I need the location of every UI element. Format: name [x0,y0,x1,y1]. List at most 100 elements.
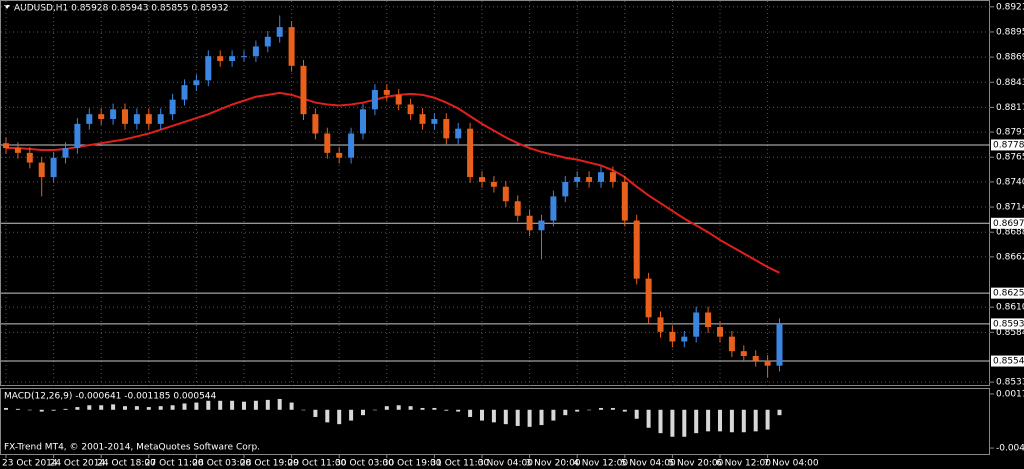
macd-bar [182,403,187,410]
macd-bar [765,409,770,430]
candle-body [562,181,569,197]
candle-body [276,27,283,37]
x-tick-label: 6 Nov 12:00 [716,459,771,469]
macd-bar [361,409,365,416]
macd-bar [670,409,675,437]
macd-bar [622,409,627,412]
x-tick-label: 30 Oct 19:00 [383,459,442,469]
macd-bar [741,409,746,433]
candle-body [264,36,271,47]
candle-body [252,46,259,57]
y-tick-label: 0.88690 [996,53,1024,63]
x-tick-label: 29 Oct 11:00 [288,459,347,469]
candle-body [752,356,759,361]
x-tick-label: 7 Nov 04:00 [764,459,819,469]
candle-body [241,56,247,58]
candle-body [181,85,188,100]
footer: FX-Trend MT4, © 2001-2014, MetaQuotes So… [4,443,260,453]
candle-body [431,119,438,124]
x-tick-label: 24 Oct 2014 [50,459,106,469]
y-tick-label: 0.87915 [996,128,1024,138]
macd-bar [230,400,235,410]
candle-body [383,89,390,95]
y-tick-label: 0.87400 [996,177,1024,187]
candle-body [38,162,45,178]
macd-bar [480,409,484,421]
y-tick-label: 0.87655 [996,153,1024,163]
candle-body [502,186,509,202]
candle-body [443,119,450,139]
macd-bar [325,409,330,423]
x-tick-label: 3 Nov 20:00 [526,459,581,469]
candle-body [217,56,224,61]
moving-average [6,91,780,274]
macd-bar [123,406,127,410]
candle-body [479,177,485,182]
y-tick-label: 0.89210 [996,2,1024,12]
macd-bar [313,409,318,417]
macd-bar [646,409,651,428]
y-tick-label: 0.88430 [996,78,1024,88]
macd-bar [610,407,615,410]
x-tick-label: 27 Oct 11:00 [145,459,204,469]
y-tick-label: 0.86105 [996,303,1024,313]
x-tick-label: 31 Oct 11:00 [430,459,489,469]
macd-bar [432,407,437,410]
candle-body [728,336,735,352]
macd-bar [408,406,413,410]
macd-bar [265,399,270,410]
level-label: 0.8625 [993,289,1024,299]
candle-body [526,215,533,231]
candle-body [550,196,557,221]
macd-bar [575,409,580,412]
macd-bar [349,409,354,421]
y-tick-label: 0.85845 [996,328,1024,338]
macd-bar [372,409,377,411]
candle-body [705,312,712,327]
x-tick-label: 5 Nov 20:00 [668,459,723,469]
macd-bar [134,406,139,410]
macd-bar [158,406,163,410]
macd-bar [384,406,389,410]
macd-bar [194,402,199,410]
x-tick-label: 30 Oct 03:00 [335,459,394,469]
candle-body [598,172,604,182]
candle-body [110,109,117,120]
macd-bar [515,409,520,426]
candle-body [371,89,378,110]
macd-y-tick-label: -0.00426 [996,444,1024,454]
level-label-box [991,287,1024,299]
y-tick-label: 0.85330 [996,378,1024,388]
candle-body [657,317,664,332]
level-label-box [991,139,1024,151]
macd-bar [599,407,603,410]
candle-body [324,133,331,153]
price-panel-frame [0,0,990,386]
macd-bar [587,409,592,411]
candle-body [717,326,723,337]
macd-bar [289,402,294,410]
candle-body [348,133,355,158]
macd-bar [539,409,544,426]
macd-bar [706,409,711,432]
candle-body [776,324,783,366]
macd-bar [206,400,211,410]
candle-body [62,148,69,158]
candle-body [229,56,236,61]
macd-bar [15,408,20,410]
macd-bar [87,405,92,410]
macd-bar [658,409,663,434]
macd-bar [301,409,306,411]
candle-body [538,220,545,231]
macd-bar [634,409,639,419]
candle-body [86,114,93,124]
x-tick-label: 5 Nov 04:00 [621,459,676,469]
level-label: 0.87782 [993,140,1024,150]
y-tick-label: 0.88170 [996,103,1024,113]
candle-body [157,114,164,124]
candle-body [764,360,771,366]
level-label: 0.85548 [993,357,1024,367]
candle-body [621,181,628,221]
macd-title: MACD(12,26,9) -0.000641 -0.001185 0.0005… [4,392,217,402]
